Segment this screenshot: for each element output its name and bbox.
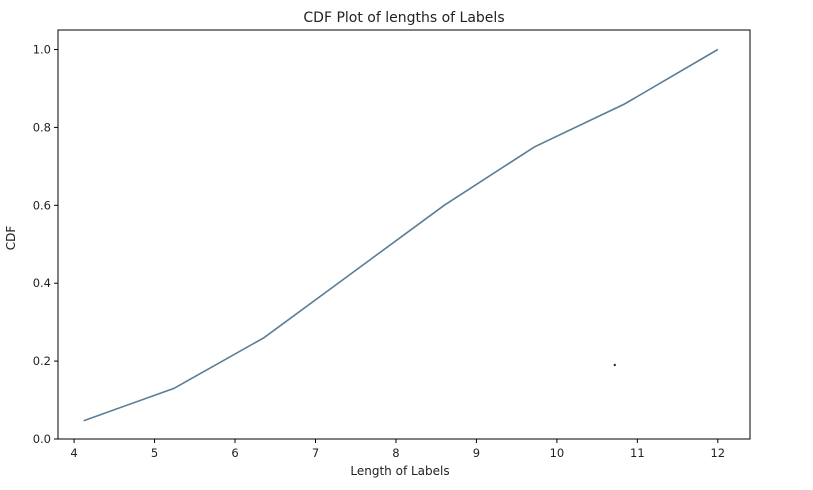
- y-axis-label: CDF: [4, 226, 18, 251]
- y-tick-label: 0.0: [33, 432, 51, 446]
- annotations: [613, 363, 617, 367]
- y-tick-label: 0.8: [33, 120, 51, 134]
- x-axis-label: Length of Labels: [350, 464, 449, 478]
- x-tick-label: 4: [70, 446, 77, 460]
- x-axis: 4 5 6 7 8 9 10 11 12: [70, 439, 725, 460]
- y-tick-label: 0.2: [33, 354, 51, 368]
- cdf-line: [83, 48, 719, 422]
- series-group: [83, 48, 719, 422]
- x-tick-label: 12: [710, 446, 725, 460]
- x-tick-label: 10: [550, 446, 565, 460]
- x-tick-label: 8: [392, 446, 399, 460]
- chart-title: CDF Plot of lengths of Labels: [303, 10, 504, 26]
- y-tick-label: 1.0: [33, 42, 51, 56]
- x-tick-label: 6: [231, 446, 238, 460]
- y-axis: 0.0 0.2 0.4 0.6 0.8 1.0: [33, 42, 58, 446]
- stray-dot-marker: [613, 363, 617, 367]
- y-tick-label: 0.4: [33, 276, 51, 290]
- x-tick-label: 9: [473, 446, 480, 460]
- y-tick-label: 0.6: [33, 198, 51, 212]
- x-tick-label: 5: [151, 446, 158, 460]
- x-tick-label: 7: [312, 446, 319, 460]
- x-tick-label: 11: [630, 446, 645, 460]
